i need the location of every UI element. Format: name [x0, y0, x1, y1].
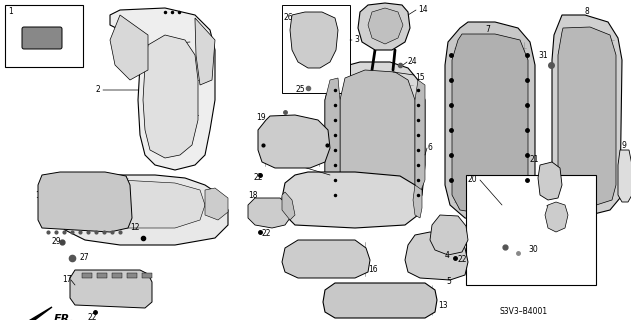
Polygon shape	[558, 27, 616, 207]
Text: 27: 27	[80, 253, 90, 262]
Polygon shape	[52, 175, 228, 245]
Polygon shape	[110, 8, 215, 170]
Polygon shape	[195, 18, 215, 85]
Text: 22: 22	[262, 229, 271, 238]
Text: 18: 18	[248, 190, 257, 199]
Text: 22: 22	[254, 173, 264, 182]
Text: 22: 22	[88, 313, 98, 320]
Polygon shape	[618, 150, 631, 202]
Text: 30: 30	[528, 244, 538, 253]
Text: 8: 8	[585, 7, 589, 17]
Polygon shape	[110, 15, 148, 80]
Polygon shape	[143, 35, 198, 158]
Text: 29: 29	[52, 237, 62, 246]
Polygon shape	[82, 273, 92, 278]
Polygon shape	[282, 240, 370, 278]
Polygon shape	[290, 12, 338, 68]
Text: 3: 3	[354, 36, 359, 44]
Polygon shape	[340, 70, 415, 210]
Text: 9: 9	[622, 140, 627, 149]
Polygon shape	[323, 283, 437, 318]
Text: 31: 31	[538, 51, 548, 60]
Text: 7: 7	[486, 26, 490, 35]
Polygon shape	[405, 232, 468, 280]
Bar	[282, 5, 350, 93]
Text: 24: 24	[408, 58, 418, 67]
Text: S3V3–B4001: S3V3–B4001	[500, 308, 548, 316]
FancyBboxPatch shape	[22, 27, 62, 49]
Text: 15: 15	[415, 74, 425, 83]
Text: 17: 17	[62, 276, 72, 284]
Polygon shape	[205, 188, 228, 220]
Text: 4: 4	[445, 252, 450, 260]
Text: 6: 6	[427, 143, 432, 153]
Text: 19: 19	[256, 114, 266, 123]
Text: 26: 26	[284, 13, 293, 22]
Text: 22: 22	[458, 255, 468, 265]
Text: 20: 20	[468, 175, 478, 185]
Polygon shape	[445, 22, 535, 222]
Polygon shape	[127, 273, 137, 278]
Polygon shape	[368, 8, 403, 44]
Text: 14: 14	[418, 5, 428, 14]
Polygon shape	[112, 273, 122, 278]
Polygon shape	[538, 162, 562, 200]
Polygon shape	[545, 202, 568, 232]
Text: 1: 1	[8, 7, 13, 17]
Polygon shape	[38, 172, 132, 232]
Polygon shape	[282, 172, 420, 228]
Polygon shape	[97, 273, 107, 278]
Polygon shape	[325, 78, 340, 200]
Polygon shape	[358, 3, 410, 50]
Text: 13: 13	[438, 300, 447, 309]
Text: 12: 12	[130, 223, 139, 233]
Text: 10: 10	[35, 190, 45, 199]
Polygon shape	[282, 192, 295, 220]
Text: 16: 16	[368, 266, 377, 275]
Text: 2: 2	[95, 85, 100, 94]
Polygon shape	[552, 15, 622, 215]
Polygon shape	[22, 307, 52, 320]
Text: FR.: FR.	[54, 314, 74, 320]
Text: 25: 25	[296, 85, 305, 94]
Polygon shape	[415, 80, 425, 198]
Polygon shape	[68, 180, 205, 228]
Polygon shape	[142, 273, 152, 278]
Text: 23: 23	[535, 215, 545, 225]
Text: 5: 5	[446, 277, 451, 286]
Polygon shape	[55, 195, 75, 225]
Polygon shape	[430, 215, 468, 255]
Polygon shape	[248, 198, 290, 228]
Polygon shape	[70, 270, 152, 308]
Polygon shape	[258, 115, 330, 168]
Bar	[466, 175, 596, 285]
Polygon shape	[413, 185, 422, 218]
Polygon shape	[452, 34, 528, 215]
Polygon shape	[325, 62, 425, 222]
Text: 28: 28	[546, 205, 555, 214]
Text: 11: 11	[296, 161, 305, 170]
Text: 21: 21	[530, 156, 540, 164]
Bar	[5, 5, 83, 67]
